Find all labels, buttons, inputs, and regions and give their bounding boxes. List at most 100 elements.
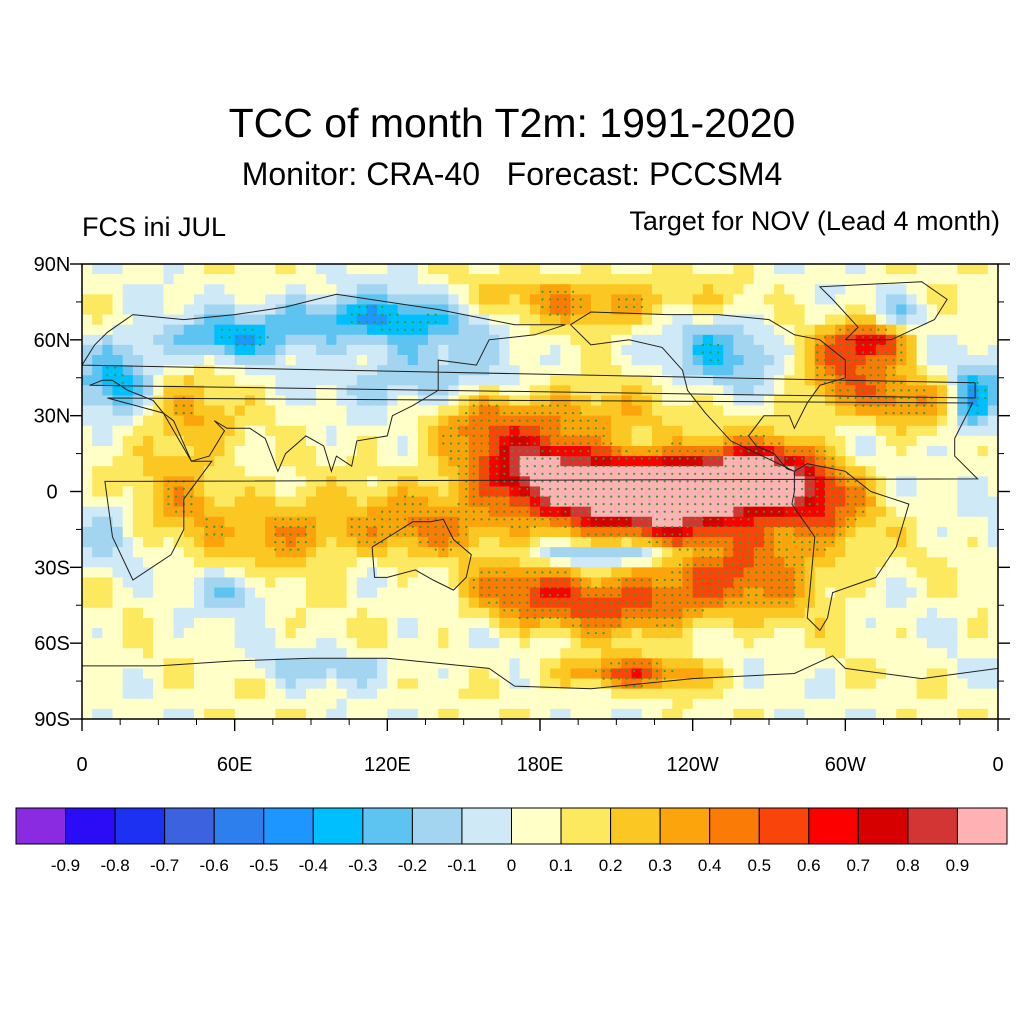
field-cell bbox=[397, 395, 409, 407]
stipple-dot bbox=[984, 389, 987, 392]
field-cell bbox=[947, 698, 958, 710]
stipple-dot bbox=[640, 518, 643, 521]
field-cell bbox=[967, 567, 979, 579]
stipple-dot bbox=[541, 472, 544, 475]
field-cell bbox=[987, 638, 998, 649]
stipple-dot bbox=[633, 472, 636, 475]
field-cell bbox=[550, 617, 561, 629]
field-cell bbox=[255, 557, 266, 568]
field-cell bbox=[875, 324, 887, 336]
stipple-dot bbox=[472, 510, 475, 513]
field-cell bbox=[92, 506, 103, 518]
field-cell bbox=[305, 435, 317, 447]
field-cell bbox=[295, 425, 307, 437]
field-cell bbox=[936, 557, 948, 568]
field-cell bbox=[631, 638, 643, 649]
field-cell bbox=[346, 415, 358, 427]
field-cell bbox=[234, 587, 246, 599]
stipple-dot bbox=[854, 343, 857, 346]
stipple-dot bbox=[839, 396, 842, 400]
field-cell bbox=[265, 708, 276, 719]
field-cell bbox=[967, 668, 979, 680]
field-cell bbox=[794, 607, 806, 619]
field-cell bbox=[774, 334, 785, 346]
field-cell bbox=[651, 324, 663, 336]
field-cell bbox=[570, 547, 582, 558]
field-cell bbox=[173, 405, 185, 417]
field-cell bbox=[611, 547, 623, 558]
stipple-dot bbox=[846, 328, 850, 331]
field-cell bbox=[967, 516, 979, 528]
field-cell bbox=[753, 597, 765, 609]
field-cell bbox=[153, 486, 165, 498]
field-cell bbox=[570, 668, 582, 680]
field-cell bbox=[193, 324, 205, 336]
field-cell bbox=[611, 486, 623, 498]
field-cell bbox=[407, 365, 419, 376]
field-cell bbox=[193, 274, 205, 285]
field-cell bbox=[835, 678, 846, 690]
field-cell bbox=[224, 284, 236, 295]
stipple-dot bbox=[610, 518, 613, 521]
field-cell bbox=[560, 587, 572, 599]
field-cell bbox=[387, 395, 399, 407]
field-cell bbox=[855, 435, 867, 447]
field-cell bbox=[570, 415, 582, 427]
stipple-dot bbox=[854, 487, 857, 491]
field-cell bbox=[163, 597, 175, 609]
field-cell bbox=[814, 577, 826, 589]
field-cell bbox=[265, 658, 276, 670]
field-cell bbox=[753, 628, 765, 639]
stipple-dot bbox=[251, 328, 254, 331]
field-cell bbox=[621, 638, 633, 649]
field-cell bbox=[906, 314, 918, 326]
stipple-dot bbox=[625, 480, 628, 483]
field-cell bbox=[173, 274, 185, 285]
field-cell bbox=[529, 284, 541, 295]
field-cell bbox=[438, 314, 449, 326]
field-cell bbox=[204, 506, 215, 518]
field-cell bbox=[916, 456, 928, 467]
field-cell bbox=[529, 314, 541, 326]
stipple-dot bbox=[388, 313, 391, 316]
stipple-dot bbox=[747, 495, 750, 498]
field-cell bbox=[316, 648, 327, 659]
field-cell bbox=[377, 668, 388, 680]
stipple-dot bbox=[579, 305, 582, 309]
field-cell bbox=[275, 537, 287, 548]
field-cell bbox=[865, 658, 877, 670]
field-cell bbox=[255, 425, 266, 437]
stipple-dot bbox=[701, 495, 704, 498]
field-cell bbox=[651, 526, 663, 538]
field-cell bbox=[713, 304, 724, 316]
field-cell bbox=[702, 405, 714, 417]
field-cell bbox=[621, 567, 633, 579]
field-cell bbox=[641, 365, 653, 376]
field-cell bbox=[285, 385, 297, 397]
field-cell bbox=[896, 314, 907, 326]
field-cell bbox=[641, 405, 653, 417]
field-cell bbox=[936, 597, 948, 609]
field-cell bbox=[438, 617, 449, 629]
field-cell bbox=[682, 638, 694, 649]
field-cell bbox=[672, 264, 684, 275]
field-cell bbox=[906, 658, 918, 670]
field-cell bbox=[305, 466, 317, 477]
field-cell bbox=[265, 547, 276, 558]
field-cell bbox=[92, 284, 103, 295]
field-cell bbox=[611, 516, 623, 528]
field-cell bbox=[153, 304, 165, 316]
stipple-dot bbox=[579, 472, 582, 475]
stipple-dot bbox=[419, 510, 422, 513]
field-cell bbox=[489, 425, 500, 437]
field-cell bbox=[295, 547, 307, 558]
field-cell bbox=[214, 577, 226, 589]
stipple-dot bbox=[640, 305, 643, 309]
field-cell bbox=[499, 516, 511, 528]
field-cell bbox=[580, 668, 592, 680]
field-cell bbox=[702, 456, 714, 467]
field-cell bbox=[987, 658, 998, 670]
field-cell bbox=[489, 587, 500, 599]
field-cell bbox=[377, 496, 388, 508]
field-cell bbox=[82, 395, 93, 407]
